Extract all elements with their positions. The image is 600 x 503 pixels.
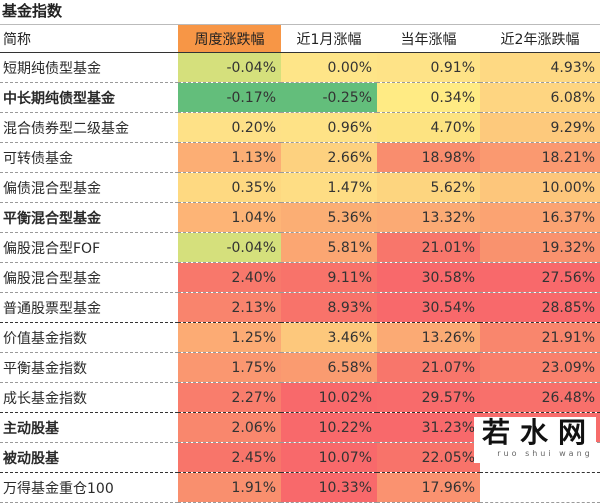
one-month-gain-cell: 5.36%: [281, 202, 377, 233]
ytd-gain-cell: 29.57%: [377, 382, 480, 413]
one-month-gain-cell: 8.93%: [281, 292, 377, 323]
weekly-change-cell: 2.13%: [178, 292, 281, 323]
table-row[interactable]: 价值基金指数 1.25% 3.46% 13.26% 21.91%: [0, 322, 600, 353]
one-month-gain-cell: 9.11%: [281, 262, 377, 293]
fund-name-cell: 普通股票型基金: [0, 292, 178, 323]
weekly-change-cell: -0.04%: [178, 52, 281, 83]
one-month-gain-cell: 2.66%: [281, 142, 377, 173]
two-year-change-cell: 28.85%: [480, 292, 600, 323]
ytd-gain-cell: 30.58%: [377, 262, 480, 293]
one-month-gain-cell: 3.46%: [281, 322, 377, 353]
weekly-change-cell: 1.13%: [178, 142, 281, 173]
two-year-change-cell: 18.21%: [480, 142, 600, 173]
table-row[interactable]: 偏债混合型基金 0.35% 1.47% 5.62% 10.00%: [0, 172, 600, 203]
one-month-gain-cell: 1.47%: [281, 172, 377, 203]
ytd-gain-cell: 31.23%: [377, 412, 480, 443]
weekly-change-cell: 1.91%: [178, 472, 281, 503]
fund-name-cell: 偏股混合型FOF: [0, 232, 178, 263]
one-month-gain-cell: 10.33%: [281, 472, 377, 503]
table-title: 基金指数: [2, 2, 63, 20]
table-row[interactable]: 偏股混合型FOF -0.04% 5.81% 21.01% 19.32%: [0, 232, 600, 263]
fund-name-cell: 价值基金指数: [0, 322, 178, 353]
ytd-gain-cell: 4.70%: [377, 112, 480, 143]
fund-name-cell: 中长期纯债型基金: [0, 82, 178, 113]
ytd-gain-cell: 5.62%: [377, 172, 480, 203]
one-month-gain-cell: 0.96%: [281, 112, 377, 143]
weekly-change-cell: 2.45%: [178, 442, 281, 473]
ytd-gain-cell: 22.05%: [377, 442, 480, 473]
column-header-1-month-gain[interactable]: 近1月涨幅: [281, 24, 377, 53]
two-year-change-cell: 27.56%: [480, 262, 600, 293]
fund-name-cell: 主动股基: [0, 412, 178, 443]
weekly-change-cell: 2.40%: [178, 262, 281, 293]
one-month-gain-cell: 10.02%: [281, 382, 377, 413]
two-year-change-cell: 16.37%: [480, 202, 600, 233]
one-month-gain-cell: 5.81%: [281, 232, 377, 263]
two-year-change-cell: 23.09%: [480, 352, 600, 383]
ytd-gain-cell: 21.01%: [377, 232, 480, 263]
weekly-change-cell: 1.25%: [178, 322, 281, 353]
table-row[interactable]: 偏股混合型基金 2.40% 9.11% 30.58% 27.56%: [0, 262, 600, 293]
table-row[interactable]: 可转债基金 1.13% 2.66% 18.98% 18.21%: [0, 142, 600, 173]
table-row[interactable]: 短期纯债型基金 -0.04% 0.00% 0.91% 4.93%: [0, 52, 600, 83]
two-year-change-cell: 19.32%: [480, 232, 600, 263]
ytd-gain-cell: 13.26%: [377, 322, 480, 353]
weekly-change-cell: 2.27%: [178, 382, 281, 413]
fund-name-cell: 短期纯债型基金: [0, 52, 178, 83]
two-year-change-cell: 26.48%: [480, 382, 600, 413]
weekly-change-cell: -0.04%: [178, 232, 281, 263]
table-row[interactable]: 混合债券型二级基金 0.20% 0.96% 4.70% 9.29%: [0, 112, 600, 143]
watermark-logo: 若水网 ruo shui wang: [474, 417, 596, 463]
fund-name-cell: 成长基金指数: [0, 382, 178, 413]
fund-name-cell: 混合债券型二级基金: [0, 112, 178, 143]
one-month-gain-cell: 10.22%: [281, 412, 377, 443]
fund-index-table: 简称 周度涨跌幅 近1月涨幅 当年涨幅 近2年涨跌幅 短期纯债型基金 -0.04%…: [0, 24, 600, 503]
column-header-ytd-gain[interactable]: 当年涨幅: [377, 24, 480, 53]
one-month-gain-cell: 6.58%: [281, 352, 377, 383]
ytd-gain-cell: 17.96%: [377, 472, 480, 503]
fund-name-cell: 平衡混合型基金: [0, 202, 178, 233]
ytd-gain-cell: 0.34%: [377, 82, 480, 113]
two-year-change-cell: 10.00%: [480, 172, 600, 203]
table-row[interactable]: 成长基金指数 2.27% 10.02% 29.57% 26.48%: [0, 382, 600, 413]
table-row[interactable]: 万得基金重仓100 1.91% 10.33% 17.96%: [0, 472, 600, 503]
weekly-change-cell: -0.17%: [178, 82, 281, 113]
ytd-gain-cell: 13.32%: [377, 202, 480, 233]
two-year-change-cell: 9.29%: [480, 112, 600, 143]
weekly-change-cell: 0.35%: [178, 172, 281, 203]
fund-name-cell: 万得基金重仓100: [0, 472, 178, 503]
weekly-change-cell: 1.04%: [178, 202, 281, 233]
ytd-gain-cell: 21.07%: [377, 352, 480, 383]
ytd-gain-cell: 0.91%: [377, 52, 480, 83]
table-row[interactable]: 中长期纯债型基金 -0.17% -0.25% 0.34% 6.08%: [0, 82, 600, 113]
fund-name-cell: 可转债基金: [0, 142, 178, 173]
ytd-gain-cell: 30.54%: [377, 292, 480, 323]
fund-name-cell: 偏债混合型基金: [0, 172, 178, 203]
fund-name-cell: 平衡基金指数: [0, 352, 178, 383]
column-header-name[interactable]: 简称: [0, 24, 178, 53]
watermark-subtext: ruo shui wang: [497, 449, 593, 458]
watermark-text: 若水网: [482, 416, 597, 449]
two-year-change-cell: 6.08%: [480, 82, 600, 113]
two-year-change-cell: [480, 472, 600, 503]
two-year-change-cell: 21.91%: [480, 322, 600, 353]
table-body: 短期纯债型基金 -0.04% 0.00% 0.91% 4.93% 中长期纯债型基金 -0.1…: [0, 52, 600, 503]
table-row[interactable]: 平衡基金指数 1.75% 6.58% 21.07% 23.09%: [0, 352, 600, 383]
one-month-gain-cell: 0.00%: [281, 52, 377, 83]
header-row: 简称 周度涨跌幅 近1月涨幅 当年涨幅 近2年涨跌幅: [0, 24, 600, 53]
weekly-change-cell: 0.20%: [178, 112, 281, 143]
weekly-change-cell: 1.75%: [178, 352, 281, 383]
two-year-change-cell: 4.93%: [480, 52, 600, 83]
column-header-2-year-change[interactable]: 近2年涨跌幅: [480, 24, 600, 53]
one-month-gain-cell: -0.25%: [281, 82, 377, 113]
column-header-weekly-change[interactable]: 周度涨跌幅: [178, 24, 281, 53]
one-month-gain-cell: 10.07%: [281, 442, 377, 473]
ytd-gain-cell: 18.98%: [377, 142, 480, 173]
weekly-change-cell: 2.06%: [178, 412, 281, 443]
table-row[interactable]: 普通股票型基金 2.13% 8.93% 30.54% 28.85%: [0, 292, 600, 323]
table-row[interactable]: 平衡混合型基金 1.04% 5.36% 13.32% 16.37%: [0, 202, 600, 233]
fund-name-cell: 被动股基: [0, 442, 178, 473]
fund-name-cell: 偏股混合型基金: [0, 262, 178, 293]
